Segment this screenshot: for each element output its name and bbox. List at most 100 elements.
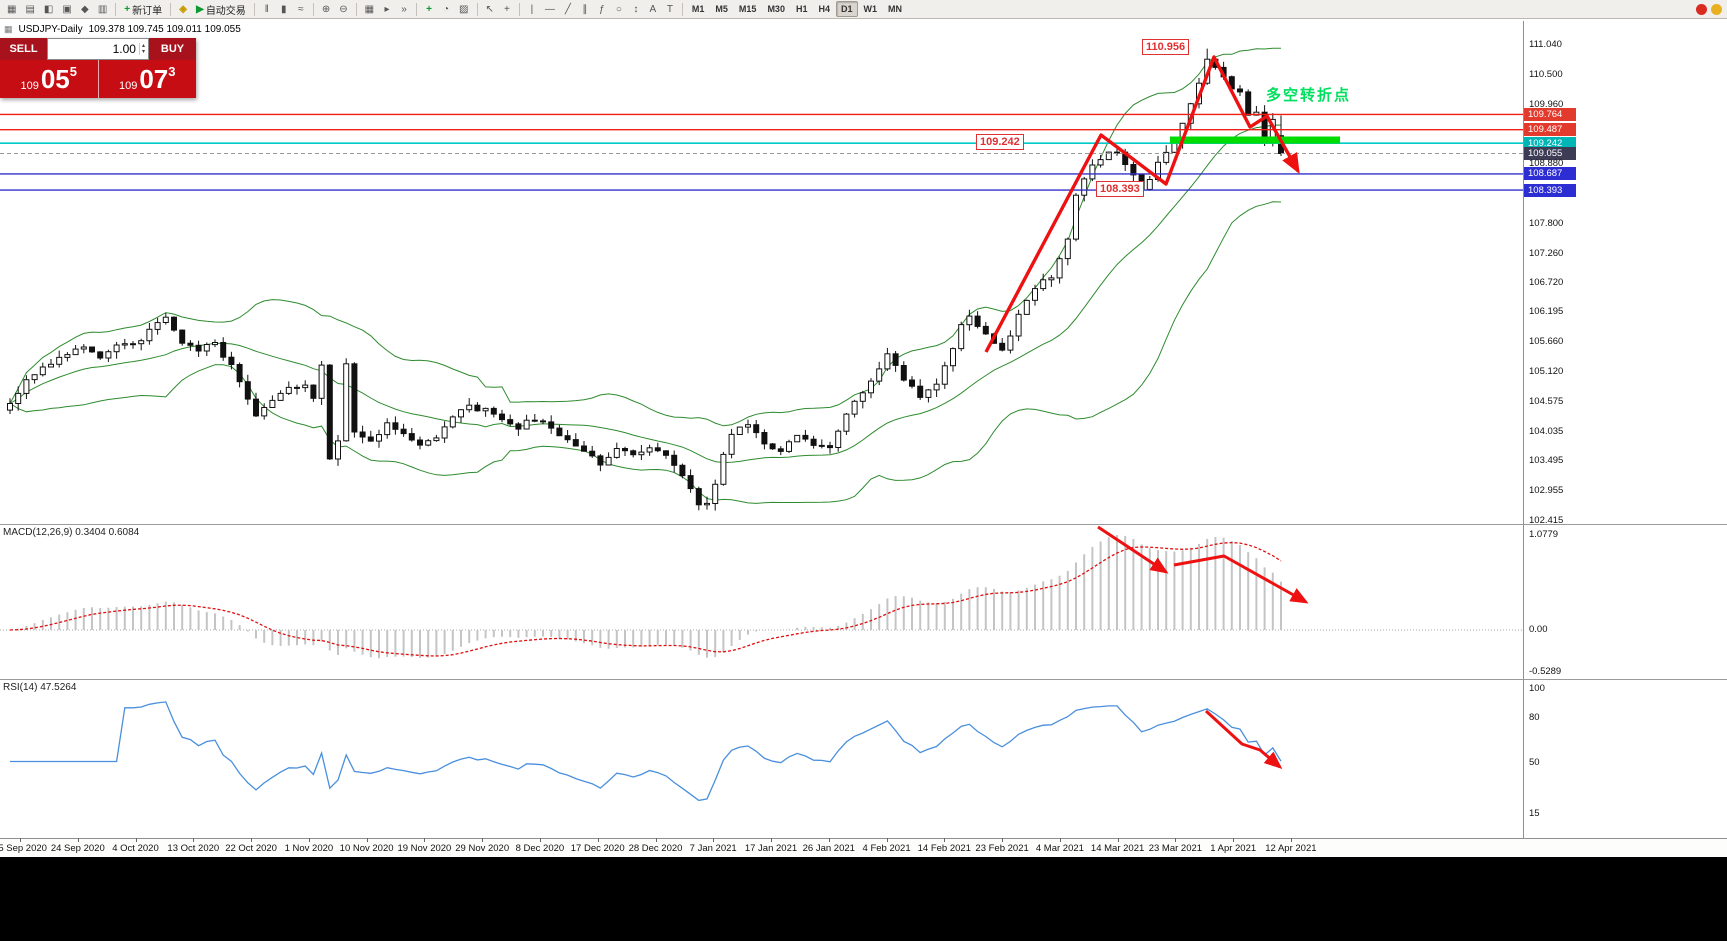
date-label[interactable]: 24 Sep 2020: [50, 843, 105, 854]
market-watch-icon[interactable]: ◧: [43, 3, 54, 15]
date-label[interactable]: 17 Dec 2020: [570, 843, 625, 854]
timeframe-mn[interactable]: MN: [888, 4, 902, 14]
chart-shift-icon[interactable]: »: [401, 3, 407, 15]
sell-button[interactable]: SELL: [0, 38, 47, 60]
date-label[interactable]: 19 Nov 2020: [397, 843, 452, 854]
date-label[interactable]: 13 Oct 2020: [167, 843, 220, 854]
volume-spinner[interactable]: ▴ ▾: [138, 43, 147, 55]
profiles-icon[interactable]: ▤: [25, 3, 35, 15]
metaeditor-icon[interactable]: ◈: [179, 3, 187, 15]
timeframe-w1[interactable]: W1: [863, 4, 878, 14]
notification-icon[interactable]: [1696, 3, 1707, 15]
price-tick[interactable]: 107.260: [1529, 247, 1564, 259]
zoom-in-icon[interactable]: ⊕: [321, 3, 331, 15]
price-tick[interactable]: 105.660: [1529, 335, 1564, 347]
date-label[interactable]: 14 Feb 2021: [917, 843, 971, 854]
navigator-icon[interactable]: ◆: [80, 3, 89, 15]
chart-canvas[interactable]: [0, 0, 1727, 860]
rsi-panel-splitter[interactable]: [0, 679, 1727, 680]
timeframe-m1[interactable]: M1: [691, 4, 705, 14]
price-tick[interactable]: 107.800: [1529, 217, 1564, 229]
price-tick[interactable]: 106.720: [1529, 277, 1564, 289]
horizontal-line-icon[interactable]: —: [544, 3, 555, 15]
tile-windows-icon[interactable]: ▦: [364, 3, 375, 15]
price-annotation-high[interactable]: 110.956: [1142, 39, 1190, 55]
date-label[interactable]: 1 Nov 2020: [284, 843, 334, 854]
date-label[interactable]: 4 Feb 2021: [862, 843, 911, 854]
vertical-line-icon[interactable]: |: [530, 3, 534, 15]
timeframe-h1[interactable]: H1: [795, 4, 808, 14]
price-tag-109.242[interactable]: 109.242: [1524, 136, 1576, 150]
volume-input[interactable]: 1.00 ▴ ▾: [47, 38, 149, 60]
price-annotation-low[interactable]: 108.393: [1096, 181, 1144, 197]
date-label[interactable]: 12 Apr 2021: [1265, 843, 1317, 854]
line-chart-icon[interactable]: ≈: [298, 3, 304, 15]
channel-icon[interactable]: ∥: [582, 3, 588, 15]
price-tick[interactable]: 105.120: [1529, 365, 1564, 377]
date-label[interactable]: 4 Mar 2021: [1035, 843, 1084, 854]
timeframe-m5[interactable]: M5: [715, 4, 728, 14]
price-annotation-mid[interactable]: 109.242: [976, 134, 1024, 150]
buy-button[interactable]: BUY: [149, 38, 196, 60]
community-icon[interactable]: [1711, 3, 1722, 15]
price-tick[interactable]: 108.880: [1529, 158, 1564, 170]
date-axis[interactable]: [0, 838, 1727, 857]
date-label[interactable]: 1 Apr 2021: [1210, 843, 1257, 854]
date-label[interactable]: 28 Dec 2020: [628, 843, 683, 854]
price-tag-109.764[interactable]: 109.764: [1524, 107, 1576, 121]
price-tick[interactable]: 106.195: [1529, 306, 1564, 318]
auto-scroll-icon[interactable]: ▸: [384, 3, 390, 15]
date-label[interactable]: 22 Oct 2020: [225, 843, 277, 854]
data-window-icon[interactable]: ▣: [62, 3, 72, 15]
price-tick[interactable]: 104.035: [1529, 425, 1564, 437]
arrows-icon[interactable]: ↕: [633, 3, 639, 15]
candlestick-icon[interactable]: ▮: [281, 3, 287, 15]
crosshair-icon[interactable]: +: [503, 3, 510, 15]
date-label[interactable]: 7 Jan 2021: [689, 843, 737, 854]
label-icon[interactable]: T: [666, 3, 673, 15]
trendline-icon[interactable]: ╱: [564, 3, 571, 15]
price-tick[interactable]: 102.415: [1529, 515, 1564, 526]
periods-icon[interactable]: ◔: [443, 3, 450, 15]
price-tick[interactable]: 103.495: [1529, 455, 1564, 467]
macd-panel-splitter[interactable]: [0, 524, 1727, 525]
timeframe-h4[interactable]: H4: [818, 4, 830, 14]
timeframe-m30[interactable]: M30: [767, 4, 785, 14]
fibonacci-icon[interactable]: ƒ: [599, 3, 605, 15]
indicators-icon[interactable]: +: [426, 3, 432, 15]
price-tag-108.687[interactable]: 108.687: [1524, 167, 1576, 181]
date-label[interactable]: 26 Jan 2021: [802, 843, 855, 854]
buy-price[interactable]: 109 07 3: [118, 64, 176, 94]
date-label[interactable]: 14 Mar 2021: [1090, 843, 1145, 854]
timeframe-m15[interactable]: M15: [738, 4, 757, 14]
turning-point-label[interactable]: 多空转折点: [1266, 87, 1352, 104]
date-label[interactable]: 8 Dec 2020: [515, 843, 565, 854]
new-order-icon[interactable]: + 新订单: [124, 3, 163, 17]
price-tick[interactable]: 110.500: [1529, 68, 1563, 80]
cursor-icon[interactable]: ↖: [485, 3, 494, 15]
price-tick[interactable]: 104.575: [1529, 395, 1564, 407]
date-label[interactable]: 4 Oct 2020: [112, 843, 159, 854]
timeframe-d1[interactable]: D1: [835, 1, 858, 17]
price-tag-108.393[interactable]: 108.393: [1524, 183, 1576, 197]
new-chart-icon[interactable]: ▦: [7, 3, 17, 15]
price-tick[interactable]: 109.960: [1529, 98, 1564, 110]
shapes-icon[interactable]: ○: [615, 3, 622, 15]
terminal-icon[interactable]: ▥: [97, 3, 108, 15]
date-label[interactable]: 15 Sep 2020: [0, 843, 47, 854]
price-tick[interactable]: 102.955: [1529, 485, 1564, 497]
price-tag-109.487[interactable]: 109.487: [1524, 123, 1576, 137]
bar-chart-icon[interactable]: ‖: [264, 3, 269, 15]
autotrading-icon[interactable]: ▶ 自动交易: [196, 3, 246, 17]
sell-price[interactable]: 109 05 5: [20, 64, 77, 94]
templates-icon[interactable]: ▨: [459, 3, 469, 15]
date-label[interactable]: 10 Nov 2020: [339, 843, 394, 854]
date-label[interactable]: 29 Nov 2020: [455, 843, 510, 854]
date-label[interactable]: 23 Mar 2021: [1148, 843, 1203, 854]
date-label[interactable]: 23 Feb 2021: [975, 843, 1029, 854]
zoom-out-icon[interactable]: ⊖: [339, 3, 348, 15]
date-label[interactable]: 17 Jan 2021: [744, 843, 798, 854]
text-icon[interactable]: A: [649, 3, 657, 15]
price-tag-109.055[interactable]: 109.055: [1524, 147, 1576, 160]
price-tick[interactable]: 111.040: [1529, 39, 1562, 50]
